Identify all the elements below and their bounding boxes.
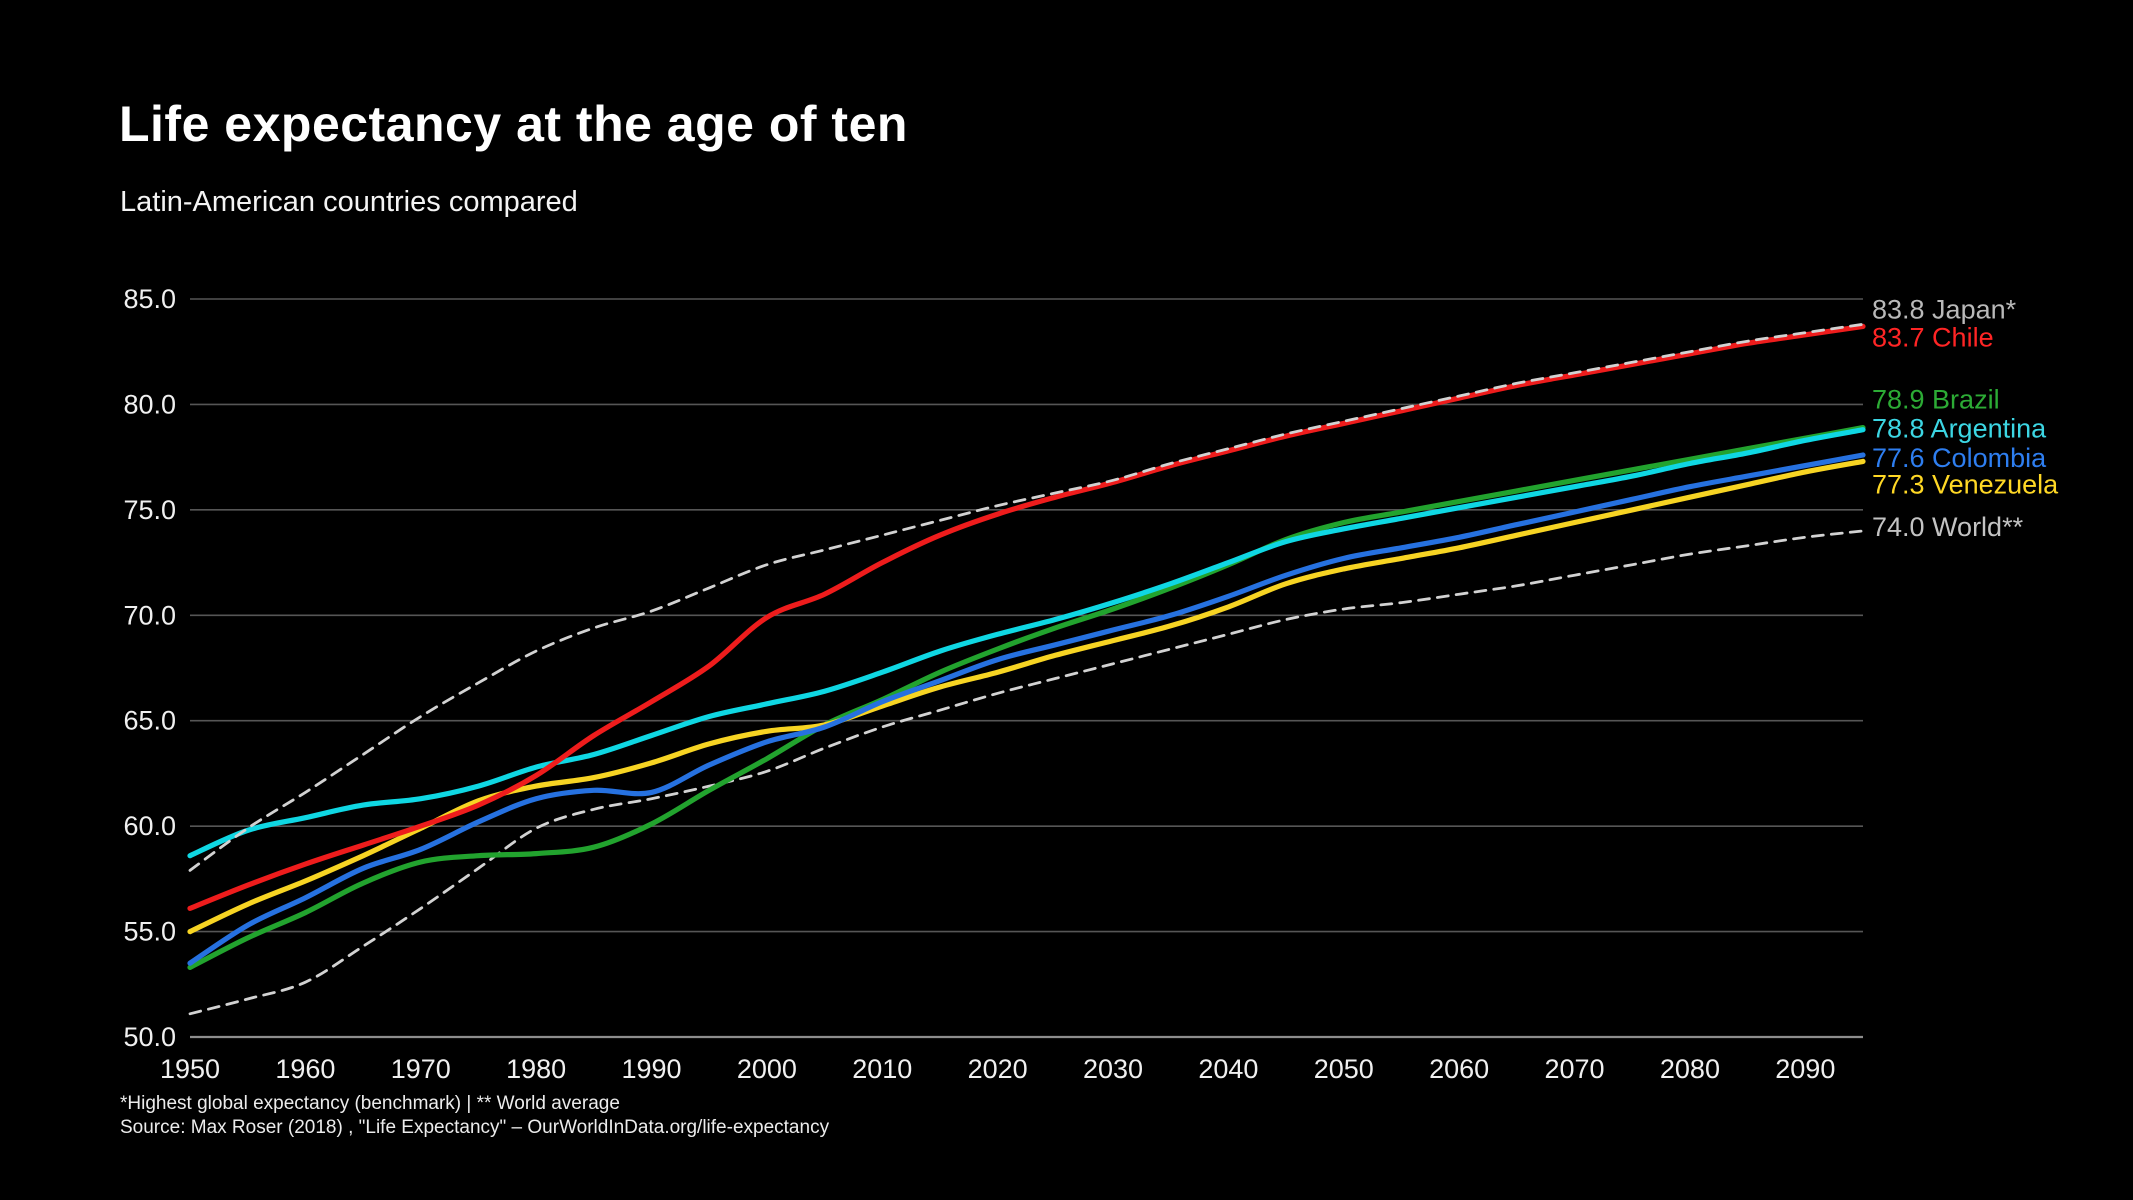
- y-axis-tick-label: 80.0: [123, 389, 176, 419]
- series-line-venezuela: [187, 458, 1866, 935]
- x-axis-tick-label: 2070: [1545, 1054, 1605, 1084]
- x-axis-tick-label: 2030: [1083, 1054, 1143, 1084]
- x-axis-tick-label: 2040: [1198, 1054, 1258, 1084]
- footnote-source: Source: Max Roser (2018) , "Life Expecta…: [120, 1117, 830, 1138]
- x-axis-tick-label: 2060: [1429, 1054, 1489, 1084]
- y-axis-tick-label: 70.0: [123, 600, 176, 630]
- series-label-japan: 83.8 Japan*: [1872, 294, 2017, 324]
- y-axis-tick-label: 55.0: [123, 917, 176, 947]
- series-label-venezuela: 77.3 Venezuela: [1872, 469, 2059, 499]
- x-axis-tick-label: 1950: [160, 1054, 220, 1084]
- series-line-brazil: [187, 425, 1866, 970]
- y-axis-tick-label: 85.0: [123, 284, 176, 314]
- series-line-colombia: [187, 452, 1866, 966]
- page-title: Life expectancy at the age of ten: [119, 96, 908, 152]
- y-axis-tick-label: 50.0: [123, 1022, 176, 1052]
- series-label-colombia: 77.6 Colombia: [1872, 443, 2047, 473]
- series-label-world: 74.0 World**: [1872, 512, 2024, 542]
- x-axis-tick-label: 1970: [391, 1054, 451, 1084]
- series-line-argentina: [187, 427, 1866, 859]
- chart-footnotes: *Highest global expectancy (benchmark) |…: [120, 1092, 829, 1140]
- series-line-japan: [188, 322, 1865, 872]
- footnote-benchmark: *Highest global expectancy (benchmark) |…: [120, 1093, 620, 1114]
- x-axis-tick-label: 2090: [1775, 1054, 1835, 1084]
- x-axis-tick-label: 2050: [1314, 1054, 1374, 1084]
- x-axis-tick-label: 2080: [1660, 1054, 1720, 1084]
- series-line-world: [188, 529, 1865, 1016]
- series-label-chile: 83.7 Chile: [1872, 322, 1994, 352]
- y-axis-tick-label: 60.0: [123, 811, 176, 841]
- x-axis-tick-label: 1960: [275, 1054, 335, 1084]
- x-axis-tick-label: 2010: [852, 1054, 912, 1084]
- x-axis-tick-label: 1980: [506, 1054, 566, 1084]
- series-label-brazil: 78.9 Brazil: [1872, 385, 2000, 415]
- series-line-chile: [187, 323, 1866, 911]
- x-axis-tick-label: 2020: [968, 1054, 1028, 1084]
- y-axis-tick-label: 75.0: [123, 495, 176, 525]
- y-axis-tick-label: 65.0: [123, 706, 176, 736]
- x-axis-tick-label: 1990: [621, 1054, 681, 1084]
- page-subtitle: Latin-American countries compared: [120, 186, 578, 218]
- series-label-argentina: 78.8 Argentina: [1872, 414, 2047, 444]
- x-axis-tick-label: 2000: [737, 1054, 797, 1084]
